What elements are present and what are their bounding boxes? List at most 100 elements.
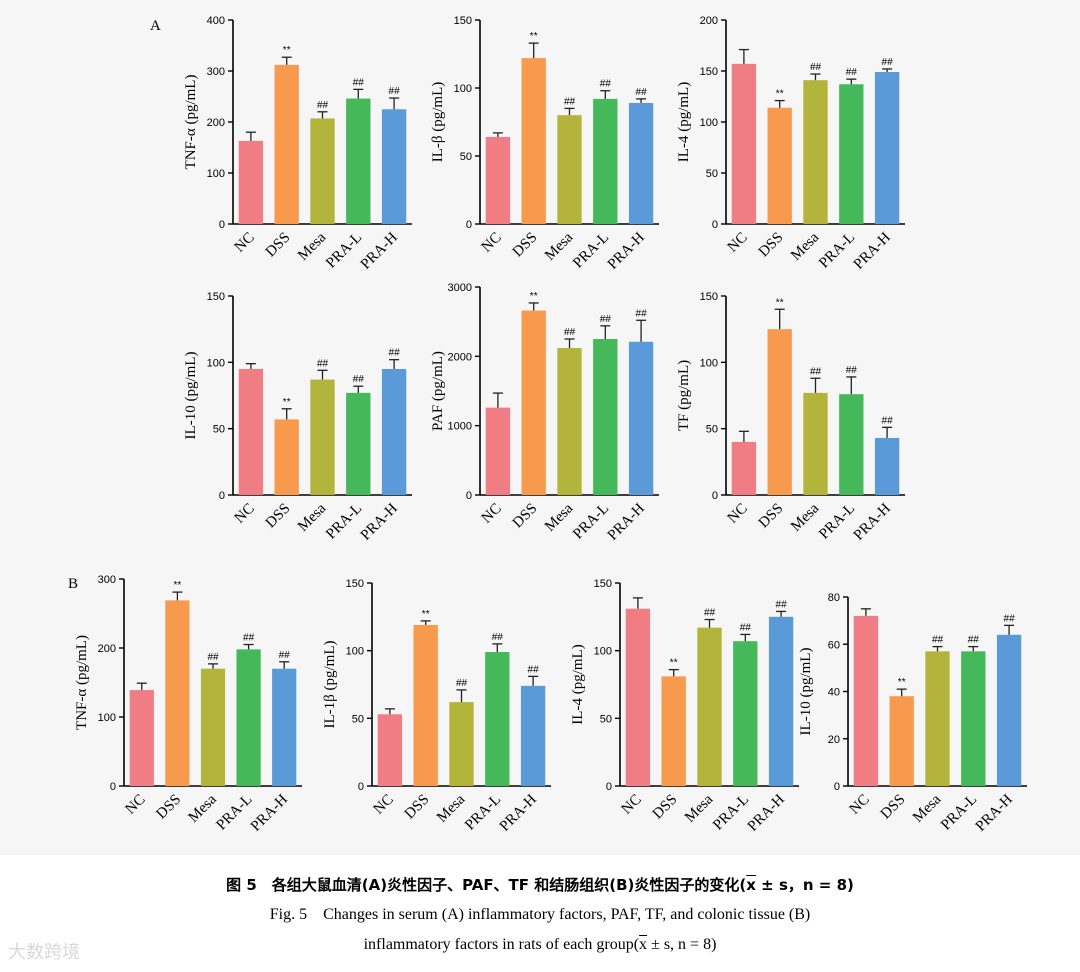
caption-chinese: 图 5 各组大鼠血清(A)炎性因子、PAF、TF 和结肠组织(B)炎性因子的变化… [0, 870, 1080, 900]
significance-label: ## [810, 366, 822, 377]
bar-PRA-H [272, 668, 297, 786]
y-axis-label: IL-β (pg/mL) [430, 82, 446, 163]
y-tick-label: 100 [207, 357, 225, 369]
y-tick-label: 50 [600, 713, 612, 725]
significance-label: ## [740, 622, 752, 633]
category-label: DSS [263, 501, 294, 532]
category-label: PRA-L [816, 230, 858, 272]
y-tick-label: 3000 [448, 282, 472, 294]
significance-label: ## [810, 62, 822, 73]
significance-label: ## [564, 327, 576, 338]
y-tick-label: 100 [700, 117, 718, 129]
bar-Mesa [310, 379, 335, 495]
category-label: PRA-H [497, 791, 540, 834]
category-label: DSS [153, 792, 184, 823]
y-axis-label: IL-4 (pg/mL) [676, 82, 692, 162]
significance-label: ## [317, 100, 329, 111]
y-tick-label: 0 [219, 490, 225, 502]
category-label: DSS [510, 501, 541, 532]
bar-Mesa [557, 348, 582, 495]
caption-zh-stats: ± s，n = 8) [755, 876, 854, 894]
bar-PRA-L [485, 652, 510, 786]
bar-DSS [521, 58, 546, 224]
y-tick-label: 100 [454, 83, 472, 95]
bar-NC [238, 140, 264, 224]
significance-label: ## [846, 67, 858, 78]
bar-Mesa [200, 668, 226, 786]
significance-label: ## [600, 79, 612, 90]
y-tick-label: 80 [828, 592, 840, 604]
significance-label: ** [898, 677, 906, 688]
category-label: NC [232, 230, 258, 256]
significance-label: ## [317, 358, 329, 369]
y-tick-label: 0 [712, 490, 718, 502]
significance-label: ## [968, 635, 980, 646]
significance-label: ## [353, 77, 365, 88]
y-tick-label: 150 [454, 15, 472, 27]
y-axis-label: TF (pg/mL) [676, 360, 692, 431]
significance-label: ## [636, 87, 648, 98]
bar-NC [377, 714, 403, 786]
category-label: DSS [263, 230, 294, 261]
y-tick-label: 50 [213, 424, 225, 436]
bar-Mesa [925, 651, 950, 786]
y-tick-label: 400 [207, 15, 225, 27]
bar-PRA-H [381, 368, 407, 495]
y-tick-label: 60 [828, 639, 840, 651]
y-axis-label: IL-10 (pg/mL) [798, 648, 814, 736]
y-tick-label: 100 [700, 357, 718, 369]
category-label: NC [232, 501, 258, 527]
caption-english-line2: inflammatory factors in rats of each gro… [0, 930, 1080, 960]
significance-label: ** [422, 609, 430, 620]
bar-PRA-L [839, 394, 864, 495]
significance-label: ## [207, 652, 219, 663]
y-axis-label: PAF (pg/mL) [430, 351, 446, 431]
bar-PRA-L [593, 98, 618, 224]
bar-NC [731, 441, 757, 495]
y-tick-label: 40 [828, 687, 840, 699]
y-tick-label: 20 [828, 734, 840, 746]
bar-PRA-H [381, 109, 407, 224]
category-label: NC [725, 230, 751, 256]
watermark-logo: 大数跨境 [8, 942, 80, 963]
significance-label: ## [564, 96, 576, 107]
category-label: PRA-H [605, 229, 648, 272]
y-axis-label: IL-10 (pg/mL) [183, 352, 199, 440]
significance-label: ** [174, 580, 182, 591]
y-tick-label: 50 [706, 168, 718, 180]
category-label: NC [619, 792, 645, 818]
bar-NC [485, 136, 511, 224]
y-axis-label: TNF-α (pg/mL) [183, 75, 199, 170]
bar-NC [129, 690, 154, 786]
bar-NC [731, 63, 757, 224]
category-label: DSS [878, 792, 909, 823]
significance-label: ** [283, 397, 291, 408]
y-tick-label: 0 [219, 219, 225, 231]
bar-PRA-L [839, 84, 864, 224]
bar-DSS [274, 419, 299, 495]
bar-NC [485, 407, 511, 495]
y-tick-label: 300 [207, 66, 225, 78]
significance-label: ## [636, 308, 648, 319]
y-tick-label: 2000 [448, 351, 472, 363]
caption-en-text: inflammatory factors in rats of each gro… [363, 936, 640, 953]
caption-english-line1: Fig. 5 Changes in serum (A) inflammatory… [269, 906, 811, 923]
y-tick-label: 0 [834, 781, 840, 793]
bar-PRA-H [874, 437, 900, 495]
significance-label: ## [243, 633, 255, 644]
significance-label: ## [882, 415, 894, 426]
bar-PRA-H [996, 634, 1022, 786]
y-tick-label: 200 [700, 15, 718, 27]
significance-label: ** [670, 658, 678, 669]
bar-DSS [767, 329, 792, 495]
category-label: NC [479, 501, 505, 527]
category-label: PRA-L [938, 792, 980, 834]
significance-label: ** [776, 89, 784, 100]
bar-Mesa [557, 115, 582, 224]
y-tick-label: 50 [460, 151, 472, 163]
